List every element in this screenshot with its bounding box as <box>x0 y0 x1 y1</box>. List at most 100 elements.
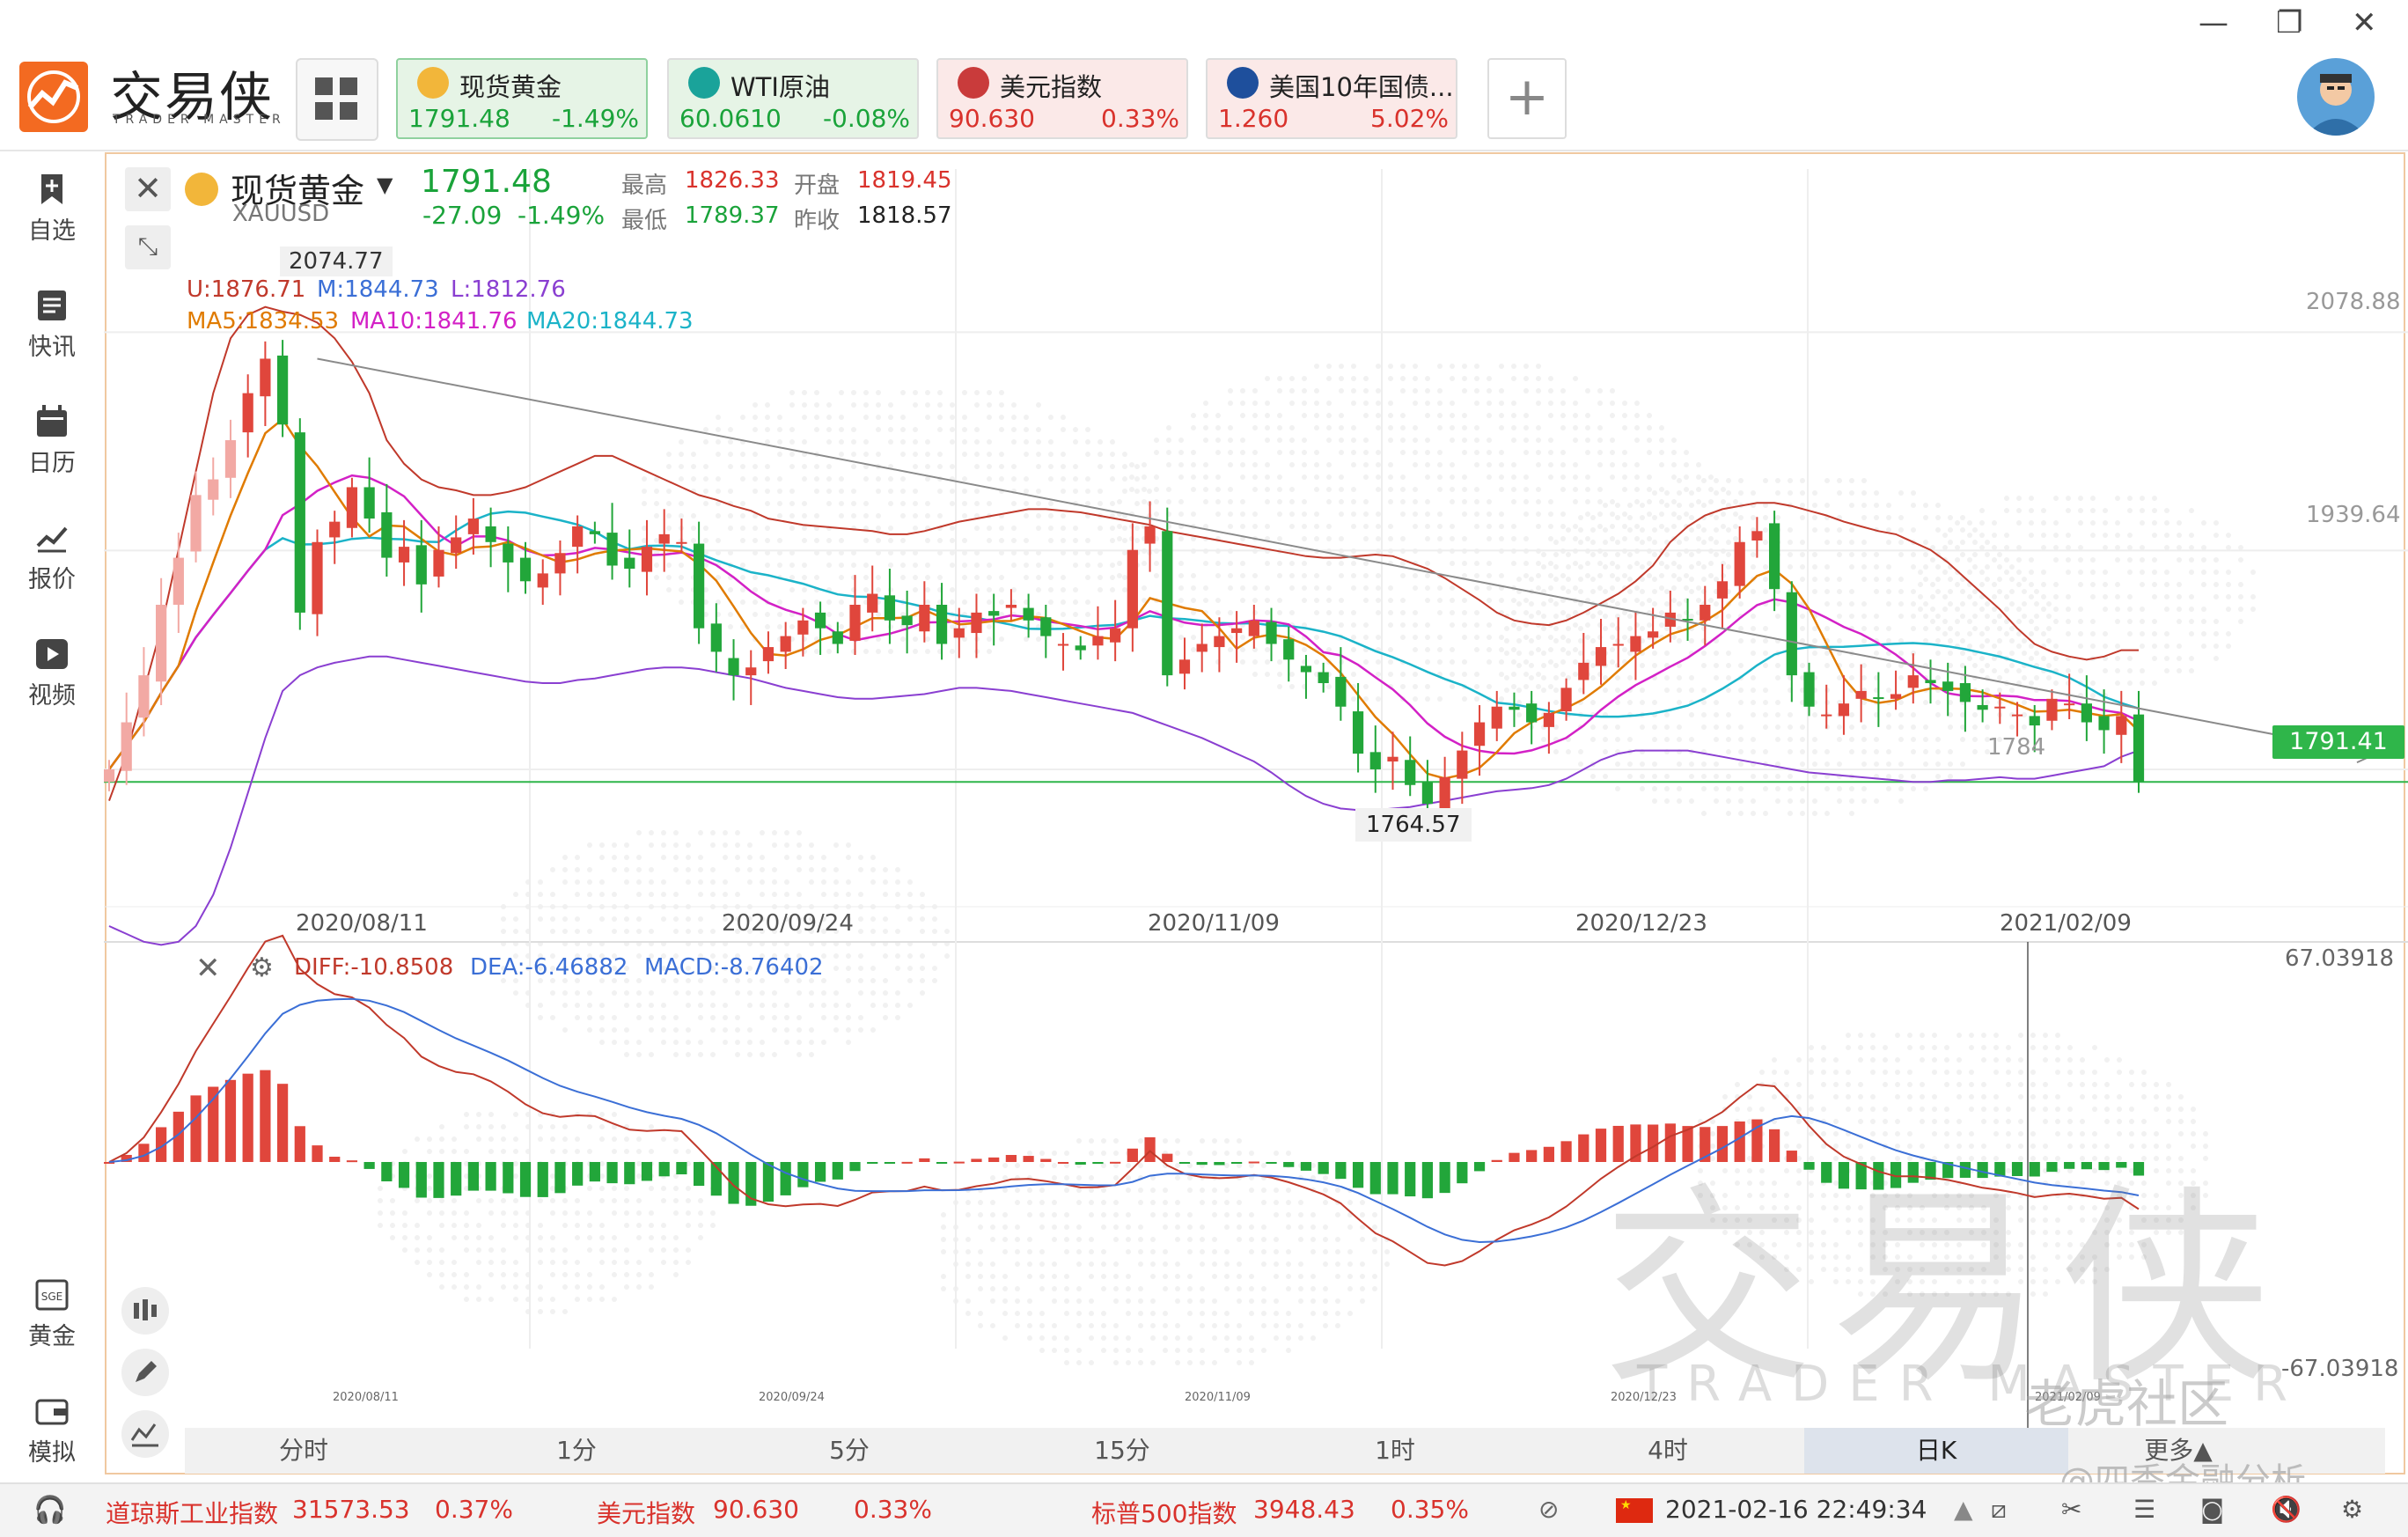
sidebar-item-watchlist[interactable]: 自选 <box>0 173 104 246</box>
sidebar-item-news[interactable]: 快讯 <box>0 289 104 362</box>
map-dot <box>1696 524 1701 529</box>
map-dot <box>1883 1070 1888 1075</box>
map-dot <box>1738 724 1744 730</box>
map-dot <box>1474 388 1479 393</box>
mute-icon[interactable]: 🔇 <box>2271 1495 2302 1524</box>
map-dot <box>1960 527 1965 533</box>
minimize-button[interactable]: — <box>2199 5 2228 40</box>
candle-type-icon[interactable] <box>121 1287 169 1335</box>
map-dot <box>1150 1311 1156 1316</box>
map-dot <box>636 1173 642 1179</box>
map-dot <box>624 1272 629 1277</box>
map-dot <box>1548 376 1553 381</box>
expand-up-icon[interactable]: ▲ <box>1954 1495 1973 1524</box>
map-dot <box>1972 552 1978 557</box>
symbol-dropdown-icon[interactable]: ▼ <box>377 173 393 197</box>
close-window-button[interactable]: ✕ <box>2352 5 2377 40</box>
screenshot-icon[interactable]: ⧄ <box>1991 1495 2007 1525</box>
camera-icon[interactable]: ◙ <box>2200 1495 2224 1524</box>
map-dot <box>2152 680 2157 686</box>
map-dot <box>1824 663 1830 668</box>
settings-gear-icon[interactable]: ⚙ <box>250 952 274 983</box>
map-dot <box>562 1260 568 1265</box>
no-link-icon[interactable]: ⊘ <box>1538 1495 1559 1524</box>
map-dot <box>1200 1237 1205 1242</box>
user-avatar[interactable] <box>2297 58 2375 136</box>
add-quote-button[interactable]: + <box>1487 58 1567 139</box>
map-dot <box>1286 1212 1291 1217</box>
candle-body <box>815 613 826 629</box>
timeframe-tab[interactable]: 分时 <box>238 1428 370 1474</box>
pen-draw-icon[interactable] <box>121 1349 169 1396</box>
tools-icon[interactable]: ✂ <box>2061 1495 2081 1524</box>
sidebar-item-calendar[interactable]: 日历 <box>0 405 104 478</box>
map-dot <box>772 990 777 996</box>
map-dot <box>789 624 795 629</box>
map-dot <box>698 916 703 922</box>
map-dot <box>2006 1070 2011 1075</box>
indicator-icon[interactable] <box>121 1410 169 1458</box>
map-dot <box>962 390 967 395</box>
map-dot <box>974 439 980 445</box>
map-dot <box>1590 700 1596 705</box>
menu-icon[interactable]: ☰ <box>2133 1495 2155 1524</box>
settings-icon[interactable]: ⚙ <box>2341 1495 2363 1524</box>
map-dot <box>1413 364 1418 369</box>
restore-button[interactable]: ❐ <box>2276 5 2302 40</box>
map-dot <box>863 649 869 654</box>
dji-label[interactable]: 道琼斯工业指数 <box>106 1495 278 1530</box>
map-dot <box>1536 672 1541 677</box>
map-dot <box>1277 388 1282 393</box>
map-dot <box>1228 585 1233 591</box>
map-dot <box>2103 607 2108 612</box>
map-dot <box>1824 527 1830 533</box>
spx-label[interactable]: 标普500指数 <box>1091 1495 1237 1530</box>
map-dot <box>673 855 679 860</box>
map-dot <box>1061 476 1066 482</box>
sidebar-item-video[interactable]: 视频 <box>0 637 104 710</box>
sidebar-item-quotes[interactable]: 报价 <box>0 521 104 594</box>
map-dot <box>1763 589 1768 594</box>
timeframe-tab[interactable]: 1时 <box>1329 1428 1461 1474</box>
map-dot <box>1212 1237 1217 1242</box>
map-dot <box>1203 425 1208 430</box>
timeframe-tab[interactable]: 4时 <box>1602 1428 1734 1474</box>
map-dot <box>1898 700 1904 705</box>
map-dot <box>1701 688 1707 693</box>
close-macd-button[interactable]: ✕ <box>195 951 221 986</box>
map-dot <box>1664 712 1670 717</box>
layout-grid-button[interactable] <box>296 58 378 141</box>
map-dot <box>723 855 728 860</box>
map-dot <box>402 1247 407 1253</box>
map-dot <box>913 427 918 432</box>
map-dot <box>1664 564 1670 570</box>
timeframe-tab[interactable]: 5分 <box>783 1428 915 1474</box>
map-dot <box>1126 1286 1131 1291</box>
map-dot <box>1610 474 1615 480</box>
map-dot <box>876 489 881 494</box>
map-dot <box>1363 598 1369 603</box>
quote-name: 美元指数 <box>1000 67 1102 104</box>
map-dot <box>809 1040 814 1045</box>
map-dot <box>1212 1274 1217 1279</box>
map-dot <box>2016 570 2022 575</box>
sidebar-item-demo[interactable]: 模拟 <box>0 1394 104 1467</box>
sidebar-item-gold[interactable]: SGE 黄金 <box>0 1278 104 1351</box>
headset-icon[interactable]: 🎧 <box>33 1495 66 1526</box>
map-dot <box>2043 1045 2048 1050</box>
map-dot <box>740 476 745 482</box>
timeframe-tab[interactable]: 1分 <box>510 1428 642 1474</box>
map-dot <box>1671 511 1677 517</box>
close-chart-button[interactable]: ✕ <box>125 167 171 211</box>
dxy-label[interactable]: 美元指数 <box>597 1495 695 1530</box>
map-dot <box>1166 438 1171 443</box>
map-dot <box>1191 573 1196 578</box>
map-dot <box>1972 626 1978 631</box>
collapse-icon[interactable]: ⤡ <box>125 225 171 269</box>
timeframe-tab[interactable]: 15分 <box>1056 1428 1188 1474</box>
map-dot <box>1413 388 1418 393</box>
